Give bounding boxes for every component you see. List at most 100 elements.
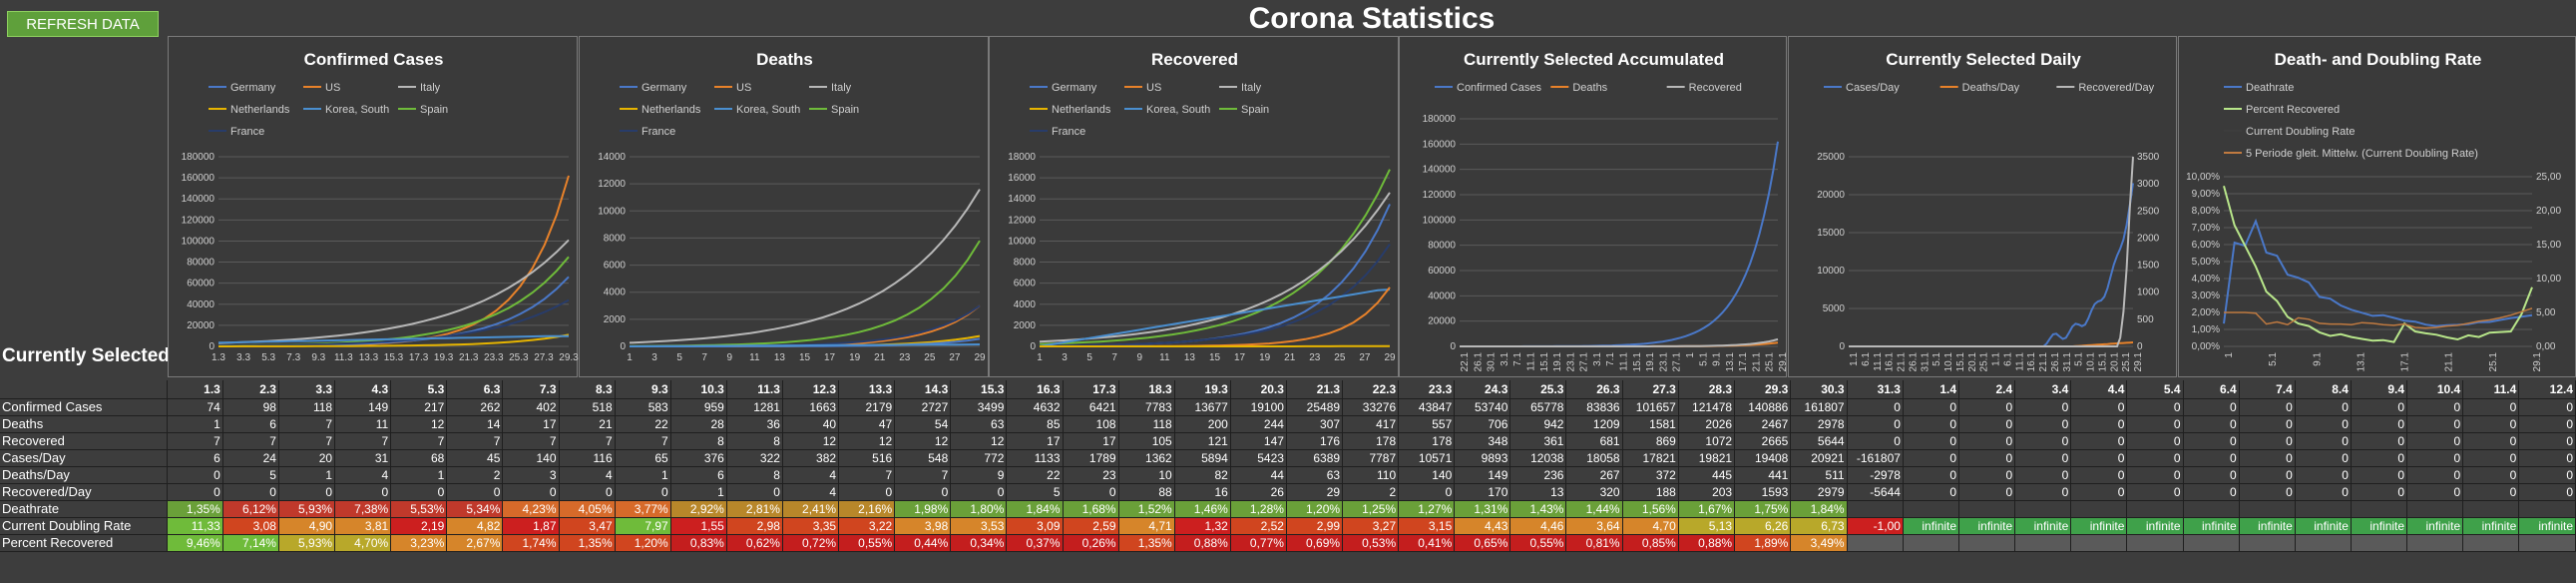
y-tick: 10,00%	[2186, 172, 2220, 183]
table-cell: 19408	[1734, 449, 1792, 467]
table-cell: 7	[390, 432, 448, 450]
svg-text:Deathrate: Deathrate	[2246, 82, 2294, 94]
x-tick: 25	[924, 352, 936, 363]
table-cell: 0	[2183, 398, 2240, 416]
table-cell: 1,98%	[894, 500, 952, 518]
table-cell: 372	[1622, 466, 1679, 484]
table-cell: 0	[2126, 398, 2184, 416]
table-cell: 0	[2183, 483, 2240, 501]
y-axis: 0 20000 40000 60000 80000 100000 120000 140000 1…	[182, 152, 215, 352]
y-axis: 0 2000 4000 6000 8000 10000 12000 14000	[598, 152, 626, 352]
svg-text:Deaths/Day: Deaths/Day	[1962, 82, 2020, 94]
chart-currently-selected-daily: Currently Selected Daily Cases/Day Deaths/…	[1788, 36, 2177, 377]
chart-title: Deaths	[756, 50, 813, 69]
x-tick: 5	[676, 352, 682, 363]
table-cell: 1,55	[670, 517, 727, 535]
series-line-france	[217, 298, 570, 347]
table-cell: 0	[2406, 466, 2464, 484]
table-cell	[2351, 534, 2408, 552]
table-cell	[2070, 534, 2128, 552]
table-cell: 0	[222, 483, 279, 501]
table-cell: 178	[1398, 432, 1456, 450]
y2-tick: 2500	[2137, 206, 2160, 217]
table-cell: 0	[2126, 432, 2184, 450]
table-cell: 4,23%	[502, 500, 560, 518]
x-tick: 25.3	[509, 352, 529, 363]
table-cell: 0	[2239, 483, 2296, 501]
x-tick: 26.1	[2050, 352, 2061, 372]
table-cell: 0	[1847, 432, 1904, 450]
y-tick: 14000	[598, 152, 626, 163]
table-cell: 1281	[726, 398, 783, 416]
table-cell	[1847, 534, 1904, 552]
table-cell: 1362	[1118, 449, 1175, 467]
table-cell: 0,34%	[950, 534, 1008, 552]
svg-text:Percent Recovered: Percent Recovered	[2246, 104, 2340, 116]
series-line-doubling	[2224, 307, 2533, 329]
x-tick: 19.1	[1645, 352, 1656, 372]
y2-tick: 20,00	[2536, 206, 2561, 217]
table-cell: 5894	[1174, 449, 1231, 467]
table-cell: 307	[1286, 415, 1344, 433]
table-cell: 6,73	[1790, 517, 1848, 535]
x-tick: 17	[824, 352, 836, 363]
table-cell: 17	[1063, 432, 1119, 450]
table-cell: 1,52%	[1118, 500, 1175, 518]
table-cell: 6	[167, 449, 223, 467]
date-header: 13.3	[838, 380, 896, 399]
y2-tick: 3000	[2137, 179, 2160, 190]
table-cell: 0,37%	[1006, 534, 1064, 552]
table-cell: 5	[222, 466, 279, 484]
table-cell: -1,00	[1847, 517, 1904, 535]
date-header: 16.3	[1006, 380, 1064, 399]
table-cell: 0	[2014, 483, 2072, 501]
table-cell: 7	[334, 432, 392, 450]
table-cell: 0,44%	[894, 534, 952, 552]
table-cell	[2406, 500, 2464, 518]
x-tick: 5.1	[2268, 352, 2279, 366]
legend-item: Italy	[1219, 82, 1262, 94]
date-header: 8.3	[559, 380, 616, 399]
x-tick: 29.1	[2532, 352, 2543, 372]
table-cell: 28	[670, 415, 727, 433]
svg-text:US: US	[736, 82, 751, 94]
svg-text:Deaths: Deaths	[1572, 82, 1607, 94]
table-cell: 1,20%	[615, 534, 671, 552]
table-cell: 402	[502, 398, 560, 416]
table-cell: 681	[1565, 432, 1623, 450]
svg-text:Korea, South: Korea, South	[736, 104, 800, 116]
y-tick: 12000	[598, 179, 626, 190]
x-tick: 15.1	[2097, 352, 2108, 372]
table-cell: 11,33	[167, 517, 223, 535]
x-tick: 6.1	[2002, 352, 2013, 366]
x-tick: 17.1	[2400, 352, 2411, 372]
x-tick: 11.1	[1873, 352, 1884, 371]
y-tick: 20000	[187, 320, 215, 331]
table-cell: 959	[670, 398, 727, 416]
table-cell: 2	[1342, 483, 1400, 501]
y2-tick: 1000	[2137, 288, 2160, 298]
table-cell: 1593	[1734, 483, 1792, 501]
y-tick: 6000	[604, 261, 627, 272]
date-header: 2.4	[1958, 380, 2016, 399]
y-tick: 6000	[1014, 279, 1037, 290]
x-tick: 1	[1037, 352, 1043, 363]
refresh-data-button[interactable]: REFRESH DATA	[7, 11, 159, 37]
table-cell: 149	[334, 398, 392, 416]
table-cell: 2,99	[1286, 517, 1344, 535]
x-tick: 21	[1284, 352, 1296, 363]
table-cell: 0	[1903, 432, 1960, 450]
date-header: 11.3	[726, 380, 783, 399]
series-line-cases	[1849, 183, 2134, 347]
bottom-bar	[0, 565, 2576, 583]
date-header: 20.3	[1230, 380, 1287, 399]
table-cell: 23	[1063, 466, 1119, 484]
legend-item: Germany	[209, 82, 276, 94]
table-cell: 12	[950, 432, 1008, 450]
table-cell: 147	[1230, 432, 1287, 450]
table-cell: 82	[1174, 466, 1231, 484]
table-cell: 6,26	[1734, 517, 1792, 535]
svg-text:Netherlands: Netherlands	[230, 104, 290, 116]
chart-currently-selected-accumulated: Currently Selected Accumulated Confirmed …	[1399, 36, 1788, 377]
x-axis: 1.3 3.3 5.3 7.3 9.3 11.3 13.3 15.3 17.3 19.3 21.3 2…	[212, 352, 579, 363]
